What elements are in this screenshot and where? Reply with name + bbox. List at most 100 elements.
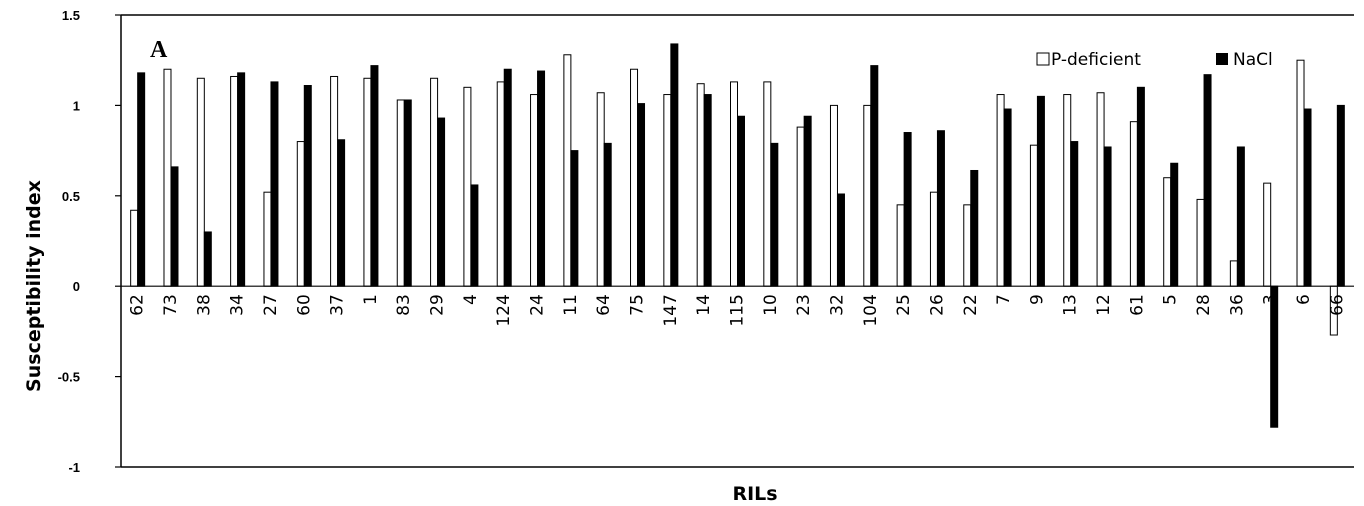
x-category-label: 60 [294, 294, 314, 316]
bar-nacl [1270, 285, 1279, 428]
y-tick-label: 1 [73, 98, 80, 113]
bar-p-deficient [730, 81, 738, 287]
bar-nacl [1303, 108, 1312, 287]
bar-nacl [1103, 146, 1112, 287]
bar-nacl [370, 65, 379, 287]
bar-p-deficient [1029, 144, 1038, 287]
x-category-label: 36 [1227, 294, 1247, 316]
x-category-label: 24 [528, 294, 548, 316]
bar-nacl [1170, 162, 1179, 287]
bar-nacl [1036, 95, 1045, 287]
x-category-label: 104 [861, 294, 881, 326]
bar-p-deficient [1229, 260, 1238, 287]
y-axis-title: Susceptibility index [23, 180, 45, 392]
bar-p-deficient [363, 77, 372, 287]
bar-nacl [337, 139, 346, 287]
bar-p-deficient [763, 81, 772, 287]
axes [120, 14, 1354, 468]
x-category-label: 124 [494, 294, 514, 326]
x-category-label: 10 [761, 294, 781, 316]
x-axis-categories: 62 73 38 34 27 60 37 1 83 29 4 124 24 11 64 75 147 14 115 1… [128, 294, 1348, 326]
bar-nacl [903, 132, 912, 287]
bar-nacl [570, 150, 579, 287]
bar-nacl [603, 142, 612, 287]
legend-label-nacl: NaCl [1233, 50, 1273, 70]
bar-nacl [403, 99, 412, 287]
bar-p-deficient [396, 99, 405, 287]
bar-nacl [703, 94, 712, 287]
legend-swatch-nacl [1216, 53, 1228, 65]
bar-p-deficient [929, 191, 938, 287]
x-category-label: 29 [428, 294, 448, 316]
bar-nacl [970, 169, 979, 287]
bar-nacl [537, 70, 546, 287]
bar-nacl [1236, 146, 1245, 287]
bar-p-deficient [530, 94, 539, 287]
bar-p-deficient [130, 209, 139, 287]
bar-p-deficient [863, 104, 872, 287]
x-category-label: 28 [1194, 294, 1214, 316]
bar-p-deficient [1063, 94, 1072, 287]
bar-p-deficient [430, 77, 439, 287]
bar-p-deficient [196, 77, 205, 287]
x-category-label: 32 [827, 294, 847, 316]
bar-nacl [137, 72, 146, 287]
x-category-label: 9 [1027, 294, 1047, 305]
x-category-label: 115 [728, 294, 748, 326]
x-category-label: 22 [961, 294, 981, 316]
x-category-label: 37 [328, 294, 348, 316]
x-category-label: 75 [628, 294, 648, 316]
x-category-label: 61 [1127, 294, 1147, 316]
legend: P-deficient NaCl [1036, 50, 1273, 70]
x-category-label: 83 [394, 294, 414, 316]
x-category-label: 62 [128, 294, 148, 316]
bar-p-deficient [1296, 59, 1305, 287]
bar-nacl [637, 103, 646, 287]
bar-nacl [270, 81, 279, 287]
x-category-label: 3 [1261, 294, 1281, 305]
y-tick-label: -0.5 [58, 370, 80, 385]
bar-nacl [1003, 108, 1012, 287]
legend-swatch-p-deficient [1036, 52, 1050, 66]
bar-nacl [1136, 86, 1145, 287]
bar-nacl [770, 142, 779, 287]
bar-nacl [1070, 141, 1079, 287]
bar-p-deficient [463, 86, 472, 287]
bar-p-deficient [496, 81, 505, 287]
x-category-label: 64 [594, 294, 614, 316]
bar-p-deficient [996, 94, 1005, 287]
bar-nacl [470, 184, 479, 287]
legend-label-p-deficient: P-deficient [1051, 50, 1141, 70]
bar-p-deficient [1129, 121, 1138, 287]
y-tick-label: -1 [68, 460, 80, 475]
x-category-label: 4 [461, 294, 481, 305]
x-category-label: 66 [1327, 294, 1347, 316]
bar-nacl [670, 43, 679, 287]
bar-nacl [836, 193, 845, 287]
bar-p-deficient [563, 54, 572, 287]
y-tick-label: 0 [73, 279, 80, 294]
bar-nacl [170, 166, 179, 287]
bar-nacl [936, 130, 945, 287]
bar-p-deficient [1163, 177, 1172, 287]
x-category-label: 12 [1094, 294, 1114, 316]
y-axis-ticks: 1.5 1 0.5 0 -0.5 -1 [58, 8, 121, 475]
x-category-label: 14 [694, 294, 714, 316]
bar-p-deficient [163, 68, 172, 287]
x-category-label: 6 [1294, 294, 1314, 305]
x-category-label: 25 [894, 294, 914, 316]
x-category-label: 27 [261, 294, 281, 316]
bar-nacl [503, 68, 512, 287]
bar-nacl [1336, 104, 1345, 287]
bars [130, 43, 1345, 428]
y-tick-label: 1.5 [62, 8, 80, 23]
bar-nacl [203, 231, 212, 287]
bar-p-deficient [630, 68, 639, 287]
bar-p-deficient [963, 204, 972, 287]
bar-nacl [303, 85, 312, 287]
bar-nacl [237, 72, 246, 287]
bar-p-deficient [1196, 198, 1205, 287]
bar-p-deficient [230, 75, 239, 287]
x-category-label: 5 [1161, 294, 1181, 305]
